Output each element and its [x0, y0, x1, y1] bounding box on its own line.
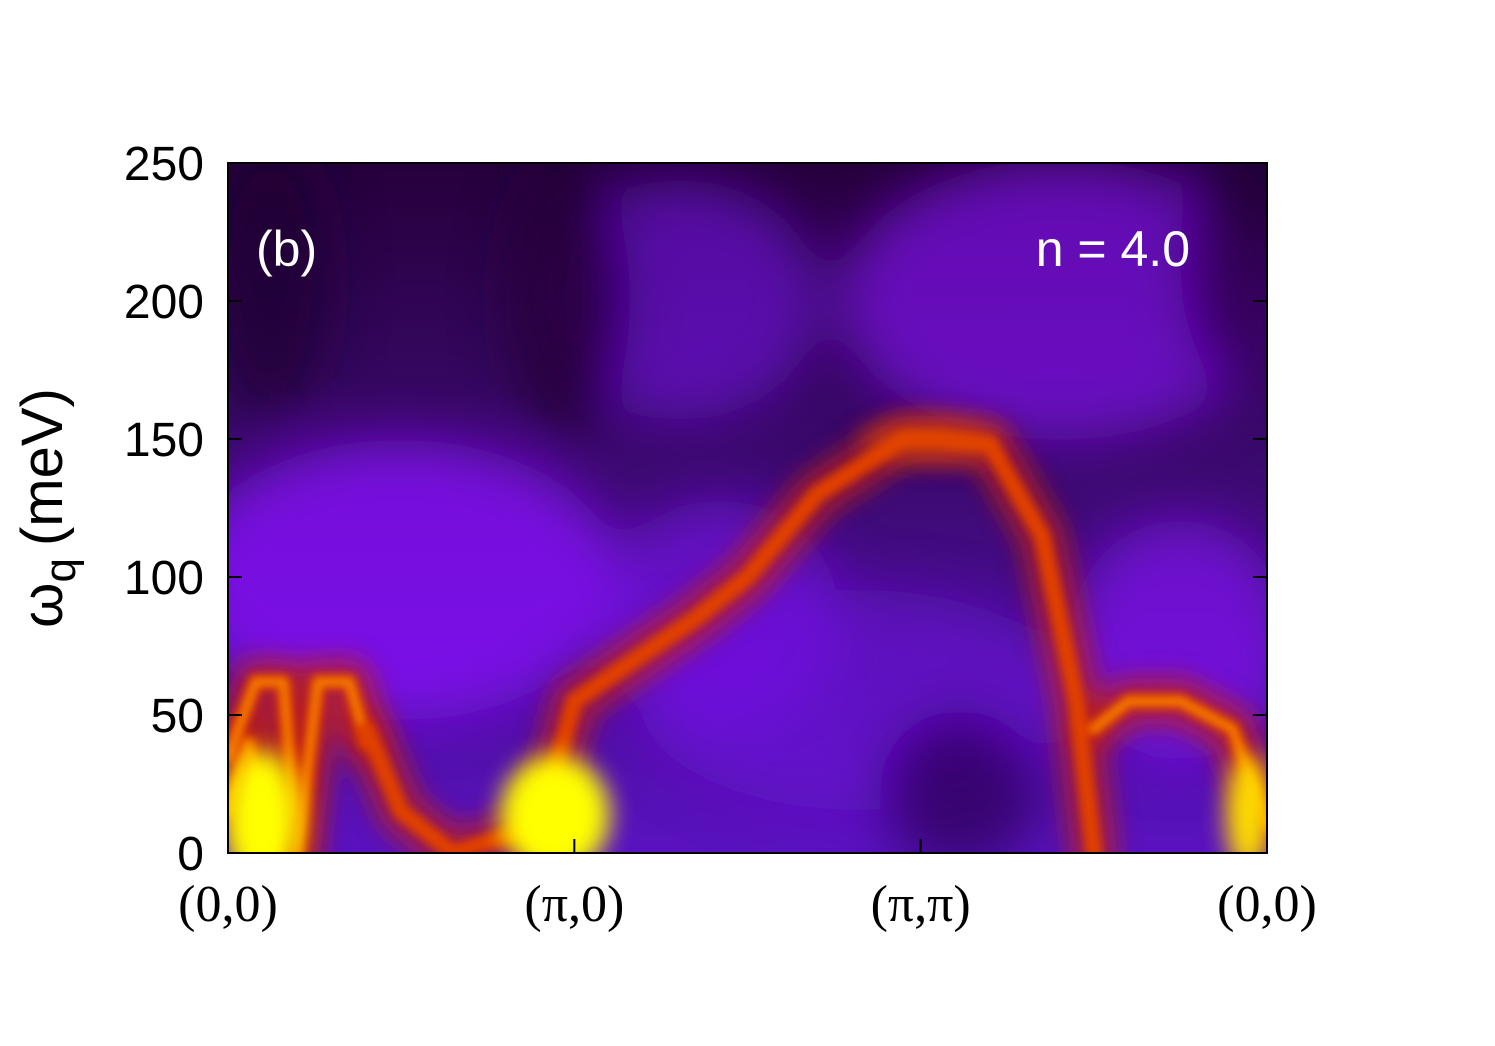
x-tick-label: (π,π): [871, 876, 971, 933]
x-tick-label: (0,0): [178, 876, 278, 933]
panel-label: (b): [256, 221, 317, 277]
band-hot-0: [228, 678, 301, 853]
low-energy-intensity: [228, 418, 1267, 853]
plot-frame: [227, 162, 1268, 854]
y-axis-label: ωq (meV): [10, 388, 85, 628]
y-axis-symbol: ω: [10, 583, 75, 628]
y-tick-label: 50: [151, 690, 204, 743]
plot-area: [228, 163, 1267, 853]
filling-label: n = 4.0: [1036, 221, 1190, 277]
y-axis-subscript: q: [36, 558, 85, 582]
x-tick-label: (0,0): [1217, 876, 1317, 933]
band-3: [358, 431, 1102, 853]
y-tick-label: 0: [177, 828, 204, 881]
y-axis: 0 50 100 150 200 250: [124, 138, 1267, 881]
x-axis: (0,0) (π,0) (π,π) (0,0): [178, 839, 1317, 933]
y-tick-label: 200: [124, 276, 204, 329]
x-tick-label: (π,0): [524, 876, 624, 933]
y-tick-label: 250: [124, 138, 204, 191]
band-hot-2: [294, 678, 370, 853]
y-axis-unit: (meV): [10, 388, 75, 546]
y-tick-label: 150: [124, 414, 204, 467]
y-tick-label: 100: [124, 552, 204, 605]
